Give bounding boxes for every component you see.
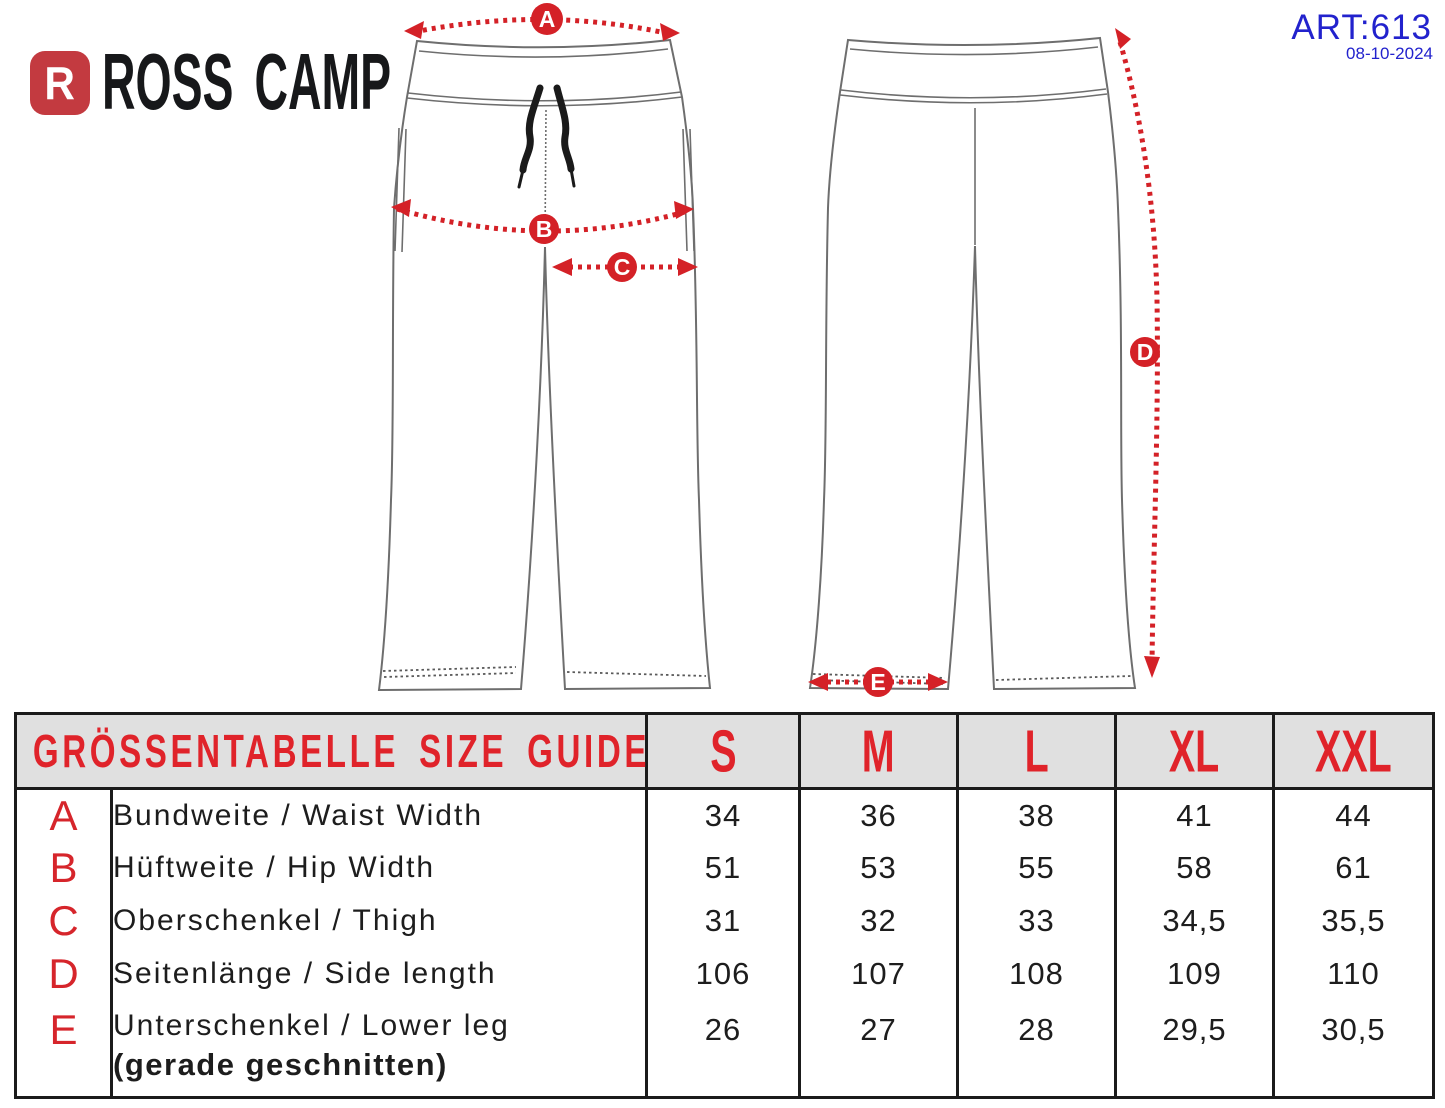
value-xl: 58 <box>1114 841 1275 895</box>
marker-e-badge <box>863 667 893 697</box>
arrow-left-icon <box>808 673 828 691</box>
value-l: 38 <box>956 788 1117 842</box>
size-guide-table: GRÖSSENTABELLE SIZE GUIDE S M L XL XXL A… <box>14 712 1435 1099</box>
size-col-m: M <box>798 712 959 790</box>
value-l: 55 <box>956 841 1117 895</box>
measurement-marker-c: C <box>552 252 698 282</box>
measurement-row-c: C Oberschenkel / Thigh 31 32 33 34,5 35,… <box>14 894 1435 948</box>
pants-measurement-diagram: A B C D E <box>377 3 1160 697</box>
value-xxl: 35,5 <box>1272 894 1435 948</box>
measurement-row-b: B Hüftweite / Hip Width 51 53 55 58 61 <box>14 841 1435 895</box>
row-name-main: Unterschenkel / Lower leg <box>113 1008 510 1042</box>
article-date: 08-10-2024 <box>1346 44 1433 63</box>
size-guide-header-row: GRÖSSENTABELLE SIZE GUIDE S M L XL XXL <box>14 712 1435 790</box>
value-s: 26 <box>645 1000 801 1098</box>
pants-back-drawing <box>808 36 1137 691</box>
row-letter: B <box>14 841 113 895</box>
row-name: Hüftweite / Hip Width <box>110 841 648 895</box>
arrow-right-icon <box>928 673 948 691</box>
row-name: Seitenlänge / Side length <box>110 947 648 1001</box>
marker-d-label: D <box>1137 339 1154 365</box>
measurement-row-d: D Seitenlänge / Side length 106 107 108 … <box>14 947 1435 1001</box>
row-name: Unterschenkel / Lower leg (gerade geschn… <box>110 1000 648 1098</box>
value-m: 27 <box>798 1000 959 1098</box>
marker-b-badge <box>529 214 559 244</box>
measurement-row-e: E Unterschenkel / Lower leg (gerade gesc… <box>14 1000 1435 1098</box>
value-s: 31 <box>645 894 801 948</box>
measurement-marker-e: E <box>808 667 948 697</box>
measurement-marker-a: A <box>404 3 680 41</box>
marker-b-label: B <box>536 216 553 242</box>
marker-a-label: A <box>539 6 556 32</box>
arrow-down-icon <box>1144 656 1160 678</box>
value-m: 53 <box>798 841 959 895</box>
value-m: 32 <box>798 894 959 948</box>
article-number: ART:613 <box>1291 8 1432 47</box>
value-xl: 34,5 <box>1114 894 1275 948</box>
value-xxl: 110 <box>1272 947 1435 1001</box>
row-letter: C <box>14 894 113 948</box>
arrow-left-icon <box>404 21 424 39</box>
row-name: Bundweite / Waist Width <box>110 788 648 842</box>
row-name: Oberschenkel / Thigh <box>110 894 648 948</box>
marker-d-badge <box>1130 337 1160 367</box>
row-letter: A <box>14 788 113 842</box>
measurement-marker-b: B <box>391 199 694 244</box>
marker-c-label: C <box>614 254 631 280</box>
marker-e-label: E <box>870 669 885 695</box>
measurement-row-a: A Bundweite / Waist Width 34 36 38 41 44 <box>14 788 1435 842</box>
value-m: 107 <box>798 947 959 1001</box>
value-xxl: 61 <box>1272 841 1435 895</box>
size-col-xl: XL <box>1114 712 1275 790</box>
row-letter: D <box>14 947 113 1001</box>
size-col-l: L <box>956 712 1117 790</box>
value-xl: 29,5 <box>1114 1000 1275 1098</box>
brand-name: ROSS CAMP <box>102 37 392 126</box>
arrow-right-icon <box>678 258 698 276</box>
size-col-s: S <box>645 712 801 790</box>
arrow-right-icon <box>660 23 680 41</box>
value-l: 28 <box>956 1000 1117 1098</box>
value-m: 36 <box>798 788 959 842</box>
arrow-left-icon <box>552 258 572 276</box>
arrow-left-icon <box>391 199 411 217</box>
brand-logo-icon: R <box>30 51 90 115</box>
arrow-right-icon <box>674 201 694 219</box>
arrow-up-icon <box>1115 28 1131 49</box>
value-s: 34 <box>645 788 801 842</box>
row-letter: E <box>14 1000 113 1098</box>
value-xl: 109 <box>1114 947 1275 1001</box>
measurement-marker-d: D <box>1115 28 1160 678</box>
value-l: 108 <box>956 947 1117 1001</box>
value-l: 33 <box>956 894 1117 948</box>
value-s: 51 <box>645 841 801 895</box>
row-name-note: (gerade geschnitten) <box>113 1046 448 1082</box>
size-guide-title-cell: GRÖSSENTABELLE SIZE GUIDE <box>14 712 651 790</box>
value-xxl: 30,5 <box>1272 1000 1435 1098</box>
value-s: 106 <box>645 947 801 1001</box>
pants-front-drawing <box>377 38 712 692</box>
marker-a-badge <box>531 3 563 35</box>
brand-logo-letter: R <box>44 57 76 109</box>
size-guide-title: GRÖSSENTABELLE SIZE GUIDE <box>32 725 651 777</box>
marker-c-badge <box>607 252 637 282</box>
value-xxl: 44 <box>1272 788 1435 842</box>
value-xl: 41 <box>1114 788 1275 842</box>
size-col-xxl: XXL <box>1272 712 1435 790</box>
